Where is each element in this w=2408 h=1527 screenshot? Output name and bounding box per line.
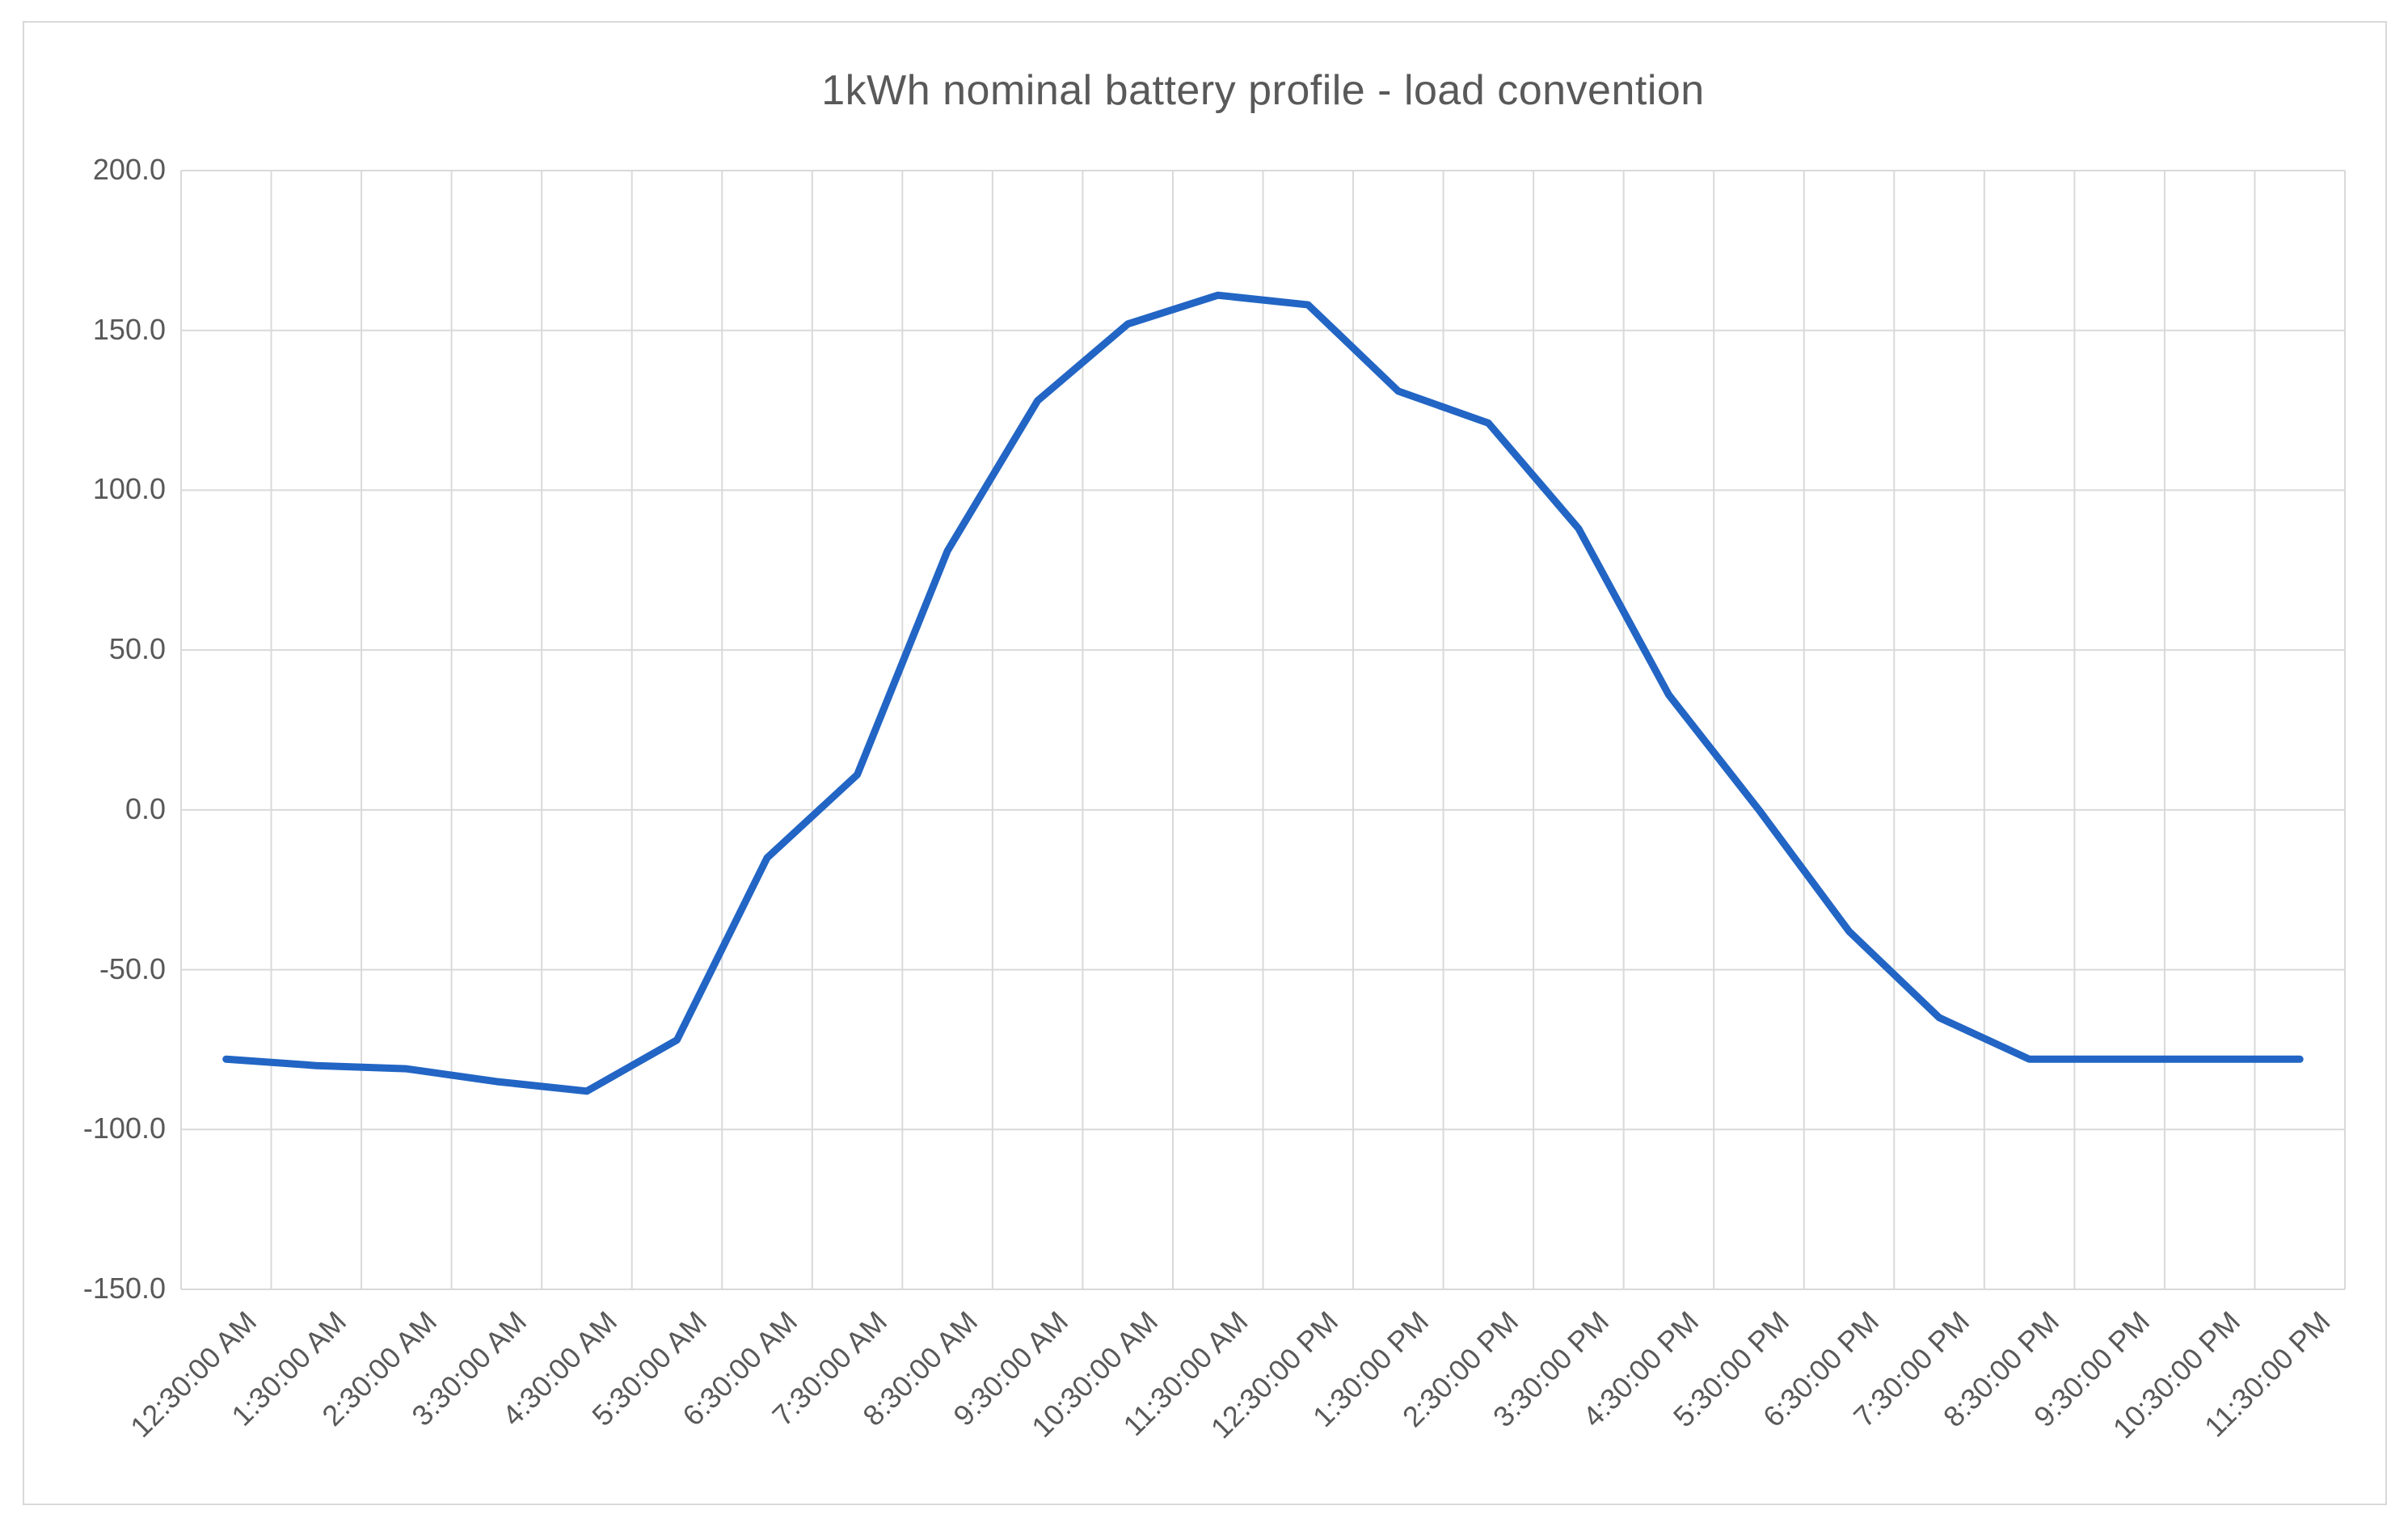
y-tick-label: -50.0 [99,951,166,985]
y-tick-label: 50.0 [108,632,166,666]
y-tick-label: 0.0 [124,791,166,825]
y-tick-label: -100.0 [82,1112,166,1145]
y-tick-label: 100.0 [92,472,166,506]
y-tick-label: 150.0 [92,312,166,346]
y-tick-label: -150.0 [82,1272,166,1305]
series-line [222,291,2304,1095]
chart-frame [23,21,2387,1505]
y-tick-label: 200.0 [92,153,166,186]
chart-title: 1kWh nominal battery profile - load conv… [821,67,1705,114]
